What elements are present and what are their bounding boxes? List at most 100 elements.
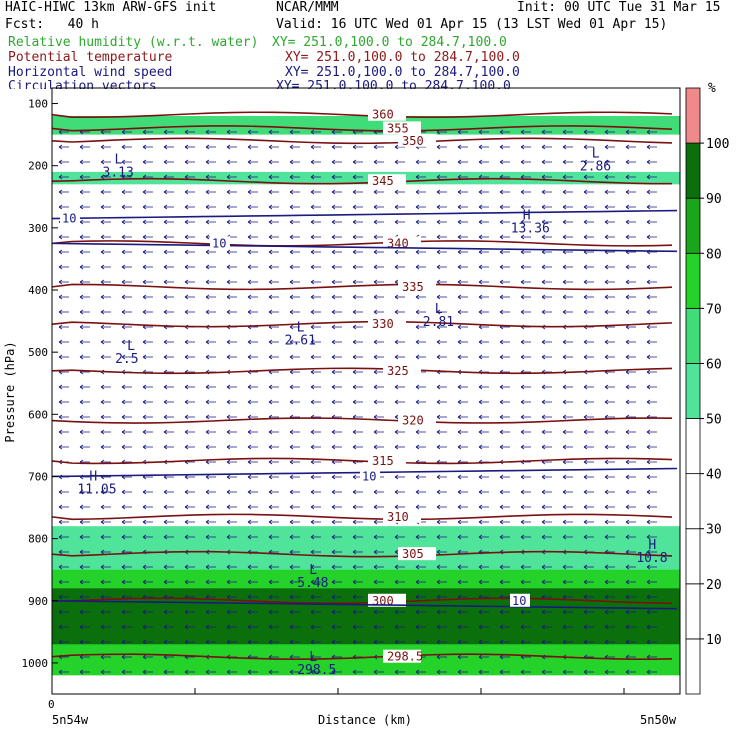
circulation-vector [79,159,90,165]
circulation-vector [394,564,405,570]
circulation-vector [142,219,153,225]
circulation-vector [583,564,594,570]
circulation-vector [205,279,216,285]
circulation-vector [520,384,531,390]
circulation-vector [310,324,321,330]
circulation-vector [289,609,300,615]
forecast-hour: Fcst: 40 h [5,17,99,32]
circulation-vector [247,489,258,495]
circulation-vector [436,489,447,495]
circulation-vector [142,504,153,510]
circulation-vector [562,339,573,345]
circulation-vector [604,474,615,480]
circulation-vector [415,624,426,630]
circulation-vector [268,234,279,240]
circulation-vector [499,144,510,150]
circulation-vector [604,189,615,195]
circulation-vector [226,564,237,570]
circulation-vector [373,204,384,210]
circulation-vector [352,429,363,435]
circulation-vector [457,639,468,645]
circulation-vector [184,234,195,240]
circulation-vector [205,204,216,210]
circulation-vector [226,609,237,615]
circulation-vector [79,249,90,255]
circulation-vector [205,474,216,480]
circulation-vector [310,489,321,495]
circulation-vector [331,564,342,570]
circulation-vector [58,294,69,300]
circulation-vector [415,354,426,360]
circulation-vector [247,309,258,315]
circulation-vector [163,399,174,405]
extremum-value: 5.48 [297,576,328,591]
circulation-vector [478,279,489,285]
circulation-vector [646,624,657,630]
circulation-vector [520,639,531,645]
circulation-vector [142,519,153,525]
circulation-vector [646,549,657,555]
circulation-vector [268,384,279,390]
circulation-vector [79,219,90,225]
circulation-vector [436,144,447,150]
extremum-kind: L [115,153,123,168]
circulation-vector [499,159,510,165]
circulation-vector [331,129,342,135]
y-tick-label: 100 [28,98,48,111]
circulation-vector [79,489,90,495]
colorbar-label: 100 [706,137,729,152]
circulation-vector [583,294,594,300]
circulation-vector [478,219,489,225]
circulation-vector [394,534,405,540]
circulation-vector [310,459,321,465]
extremum-value: 2.81 [423,315,454,330]
circulation-vector [604,264,615,270]
circulation-vector [79,639,90,645]
circulation-vector [478,129,489,135]
circulation-vector [163,579,174,585]
wind-label: 10 [512,594,526,608]
circulation-vector [352,324,363,330]
circulation-vector [394,489,405,495]
circulation-vector [541,234,552,240]
extremum-kind: H [89,470,97,485]
circulation-vector [142,354,153,360]
circulation-vector [247,564,258,570]
circulation-vector [457,669,468,675]
circulation-vector [373,504,384,510]
wind-label-bg [510,593,530,607]
circulation-vector [604,519,615,525]
circulation-vector [394,669,405,675]
circulation-vector [100,654,111,660]
circulation-vector [415,534,426,540]
circulation-vector [268,309,279,315]
circulation-vector [499,564,510,570]
colorbar-unit: % [708,81,716,96]
circulation-vector [268,189,279,195]
circulation-vector [226,339,237,345]
circulation-vector [478,249,489,255]
circulation-vector [268,564,279,570]
circulation-vector [436,354,447,360]
circulation-vector [541,504,552,510]
circulation-vector [478,639,489,645]
circulation-vector [625,129,636,135]
circulation-vector [121,489,132,495]
circulation-vector [520,444,531,450]
circulation-vector [625,489,636,495]
circulation-vector [58,609,69,615]
circulation-vector [268,639,279,645]
circulation-vector [373,414,384,420]
circulation-vector [331,669,342,675]
circulation-vector [100,144,111,150]
circulation-vector [184,474,195,480]
circulation-vector [625,609,636,615]
circulation-vector [562,534,573,540]
theta-label: 310 [387,510,409,524]
circulation-vector [100,609,111,615]
circulation-vector [583,144,594,150]
circulation-vector [625,399,636,405]
circulation-vector [331,174,342,180]
circulation-vector [457,609,468,615]
circulation-vector [205,579,216,585]
